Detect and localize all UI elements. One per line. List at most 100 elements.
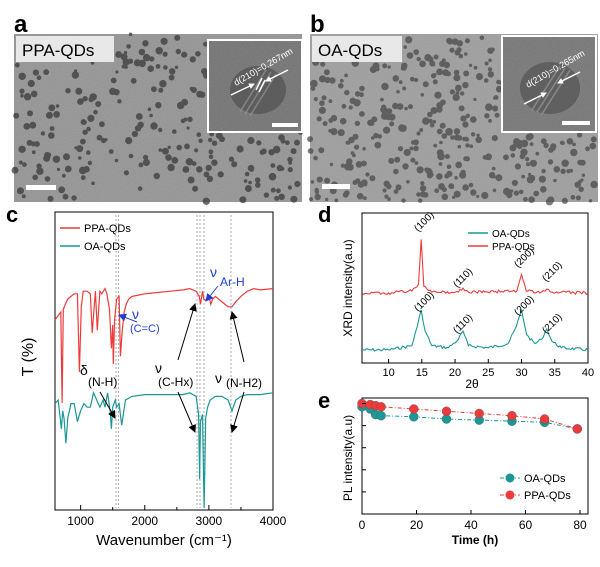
panel-b: b OA-QDs d(210)=0.265nm [307,11,598,206]
nanoparticle-dot [416,131,421,136]
nanoparticle-dot [64,165,72,173]
nanoparticle-dot [439,122,446,129]
nanoparticle-dot [95,101,102,107]
nanoparticle-dot [422,117,430,125]
nanoparticle-dot [380,97,384,102]
nanoparticle-dot [456,47,462,53]
scale-bar-oa [322,184,350,189]
nanoparticle-dot [541,168,546,174]
nanoparticle-dot [77,98,84,105]
nanoparticle-dot [492,188,497,193]
nanoparticle-dot [428,118,433,124]
panel-e: e 0 20 40 60 80 OA-QDs PPA-QDs PL intensity(… [318,388,589,547]
nanoparticle-dot [403,148,411,157]
nanoparticle-dot [387,65,391,69]
nanoparticle-dot [176,101,185,110]
nanoparticle-dot [483,78,489,83]
legend-label-ppa-d: PPA-QDs [492,242,535,253]
nanoparticle-dot [128,32,133,37]
nanoparticle-dot [375,142,380,147]
annot-nh-symbol: δ [80,362,88,378]
annot-nh-label: (N-H) [88,375,117,389]
nanoparticle-dot [590,180,598,189]
nanoparticle-dot [174,65,179,70]
axis-label-y-e: PL intensity(a.u) [341,415,355,501]
nanoparticle-dot [18,145,26,153]
nanoparticle-dot [99,121,105,128]
nanoparticle-dot [27,110,33,117]
nanoparticle-dot [464,52,468,56]
nanoparticle-dot [374,66,380,72]
nanoparticle-dot [361,160,367,167]
nanoparticle-dot [354,144,360,150]
ftir-line-ppa [54,287,274,404]
nanoparticle-dot [495,174,503,182]
nanoparticle-dot [215,132,223,140]
nanoparticle-dot [383,126,391,134]
nanoparticle-dot [93,109,98,115]
annot-arh-label: Ar-H [220,275,245,289]
nanoparticle-dot [186,126,190,130]
hrtem-inset-oa: d(210)=0.265nm [501,35,597,133]
annot-cc-symbol: ν [132,306,139,322]
nanoparticle-dot [158,148,163,152]
x-tick-label-c: 1000 [67,514,94,528]
nanoparticle-dot [401,62,408,69]
nanoparticle-dot [516,143,523,149]
x-tick-label-e: 60 [519,518,533,532]
nanoparticle-dot [547,196,555,204]
ftir-line-oa [54,390,274,509]
nanoparticle-dot [342,191,349,198]
nanoparticle-dot [131,130,138,138]
nanoparticle-dot [310,86,316,91]
nanoparticle-dot [553,178,557,183]
hrtem-inset-ppa: d(210)=0.267nm [207,39,303,133]
nanoparticle-dot [328,118,334,123]
nanoparticle-dot [535,151,540,156]
nanoparticle-dot [117,99,122,104]
nanoparticle-dot [321,95,327,101]
axis-label-x-d: 2θ [465,377,479,391]
nanoparticle-dot [395,184,402,191]
nanoparticle-dot [405,36,413,44]
nanoparticle-dot [135,113,143,120]
nanoparticle-dot [352,153,356,158]
nanoparticle-dot [147,65,154,72]
nanoparticle-dot [87,114,95,122]
nanoparticle-dot [533,190,540,197]
nanoparticle-dot [74,146,78,150]
nanoparticle-dot [29,121,37,129]
nanoparticle-dot [158,127,163,133]
nanoparticle-dot [382,63,388,69]
nanoparticle-dot [346,158,353,165]
nanoparticle-dot [381,112,389,120]
nanoparticle-dot [434,188,440,194]
nanoparticle-dot [244,171,250,177]
nanoparticle-dot [318,106,326,114]
nanoparticle-dot [100,137,107,144]
nanoparticle-dot [261,148,267,155]
nanoparticle-dot [14,62,20,68]
nanoparticle-dot [86,126,91,132]
nanoparticle-dot [290,195,298,203]
nanoparticle-dot [404,106,408,111]
nanoparticle-dot [167,163,175,172]
nanoparticle-dot [96,134,103,141]
nanoparticle-dot [402,163,409,170]
nanoparticle-dot [491,166,496,171]
nanoparticle-dot [363,196,367,201]
nanoparticle-dot [518,189,524,195]
nanoparticle-dot [527,133,534,140]
nanoparticle-dot [49,126,55,131]
nanoparticle-dot [476,194,480,198]
nanoparticle-dot [36,75,42,80]
nanoparticle-dot [150,122,158,130]
x-tick-label-d: 15 [416,367,428,379]
nanoparticle-dot [452,93,460,101]
nanoparticle-dot [449,89,455,95]
nanoparticle-dot [172,129,177,134]
nanoparticle-dot [319,100,325,106]
nanoparticle-dot [345,140,350,145]
nanoparticle-dot [450,135,455,140]
nanoparticle-dot [438,162,443,166]
